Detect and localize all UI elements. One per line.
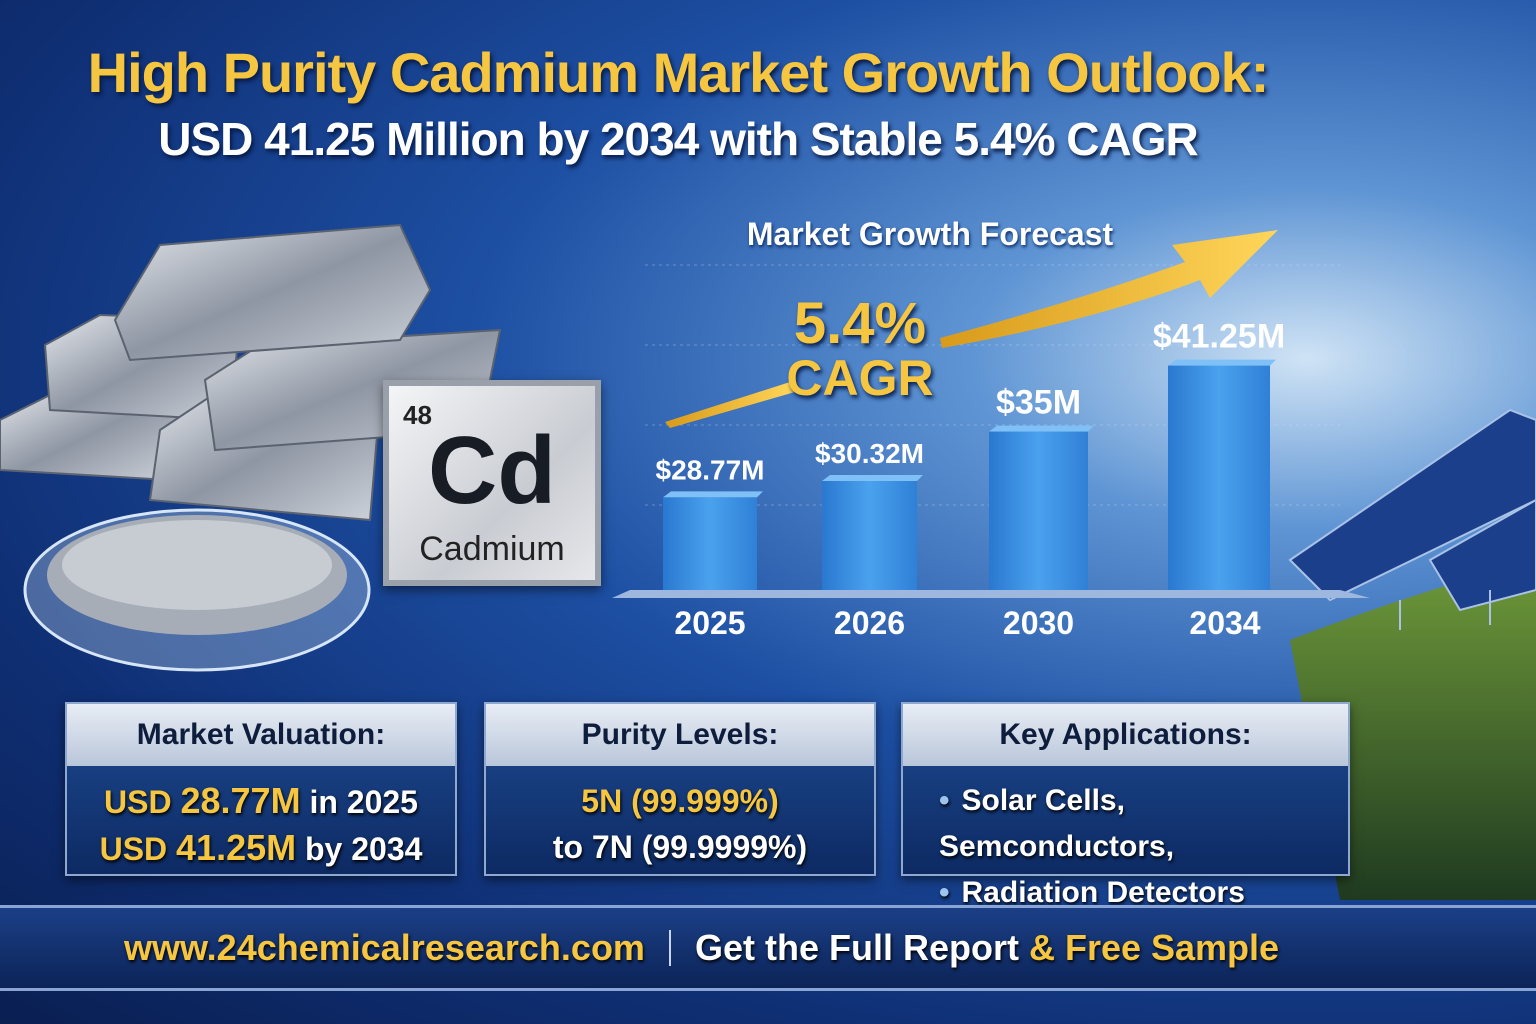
- growth-arrow: [940, 230, 1278, 348]
- application-item: Solar Cells, Semconductors,: [939, 778, 1348, 870]
- periodic-element-tile: 48 Cd Cadmium: [383, 380, 601, 586]
- bar-2026: [822, 481, 917, 590]
- valuation-2034: USD 41.25M by 2034: [99, 827, 423, 868]
- element-symbol: Cd: [428, 417, 556, 524]
- page-subtitle: USD 41.25 Million by 2034 with Stable 5.…: [158, 113, 1198, 165]
- cagr-value: 5.4%: [793, 291, 927, 356]
- x-tick-2026: 2026: [834, 605, 905, 641]
- growth-arrow-tail: [665, 382, 795, 428]
- element-name: Cadmium: [419, 530, 565, 568]
- data-label-2025: $28.77M: [656, 454, 765, 485]
- footer-divider: [668, 930, 671, 966]
- purity-levels-box: Purity Levels: 5N (99.999%) to 7N (99.99…: [484, 702, 876, 876]
- chart-title: Market Growth Forecast: [746, 216, 1114, 252]
- bar-top-2025: [663, 491, 763, 498]
- chart-baseline: [612, 590, 1370, 598]
- x-tick-2034: 2034: [1189, 605, 1260, 641]
- key-applications-box: Key Applications: Solar Cells, Semconduc…: [901, 702, 1350, 909]
- bar-2030: [989, 431, 1088, 590]
- website-link[interactable]: www.24chemicalresearch.com: [124, 927, 645, 968]
- market-valuation-box: Market Valuation: USD 28.77M in 2025 USD…: [65, 702, 457, 876]
- grass: [1290, 560, 1536, 900]
- bar-2025: [663, 497, 757, 590]
- bar-top-2034: [1168, 359, 1276, 366]
- x-tick-2025: 2025: [674, 605, 745, 641]
- purity-max: to 7N (99.9999%): [552, 829, 808, 865]
- cagr-label: CAGR: [786, 350, 934, 406]
- application-item: Radiation Detectors: [939, 870, 1348, 916]
- bar-top-2026: [822, 475, 923, 482]
- x-tick-2030: 2030: [1003, 605, 1074, 641]
- data-label-2030: $35M: [996, 384, 1081, 422]
- footer-banner: www.24chemicalresearch.com Get the Full …: [0, 905, 1536, 991]
- data-label-2034: $41.25M: [1153, 318, 1285, 356]
- report-cta[interactable]: Get the Full Report & Free Sample: [694, 927, 1280, 968]
- box-header: Key Applications:: [903, 704, 1348, 766]
- valuation-2025: USD 28.77M in 2025: [104, 780, 418, 821]
- purity-min: 5N (99.999%): [581, 783, 779, 819]
- box-header: Purity Levels:: [486, 704, 874, 766]
- cagr-callout: 5.4% CAGR: [780, 291, 940, 406]
- page-title: High Purity Cadmium Market Growth Outloo…: [87, 41, 1270, 104]
- atomic-number: 48: [403, 400, 432, 430]
- bar-2034: [1168, 365, 1270, 590]
- bar-top-2030: [989, 425, 1094, 432]
- box-header: Market Valuation:: [67, 704, 455, 766]
- petri-dish-granules: [23, 508, 371, 672]
- data-label-2026: $30.32M: [815, 438, 924, 469]
